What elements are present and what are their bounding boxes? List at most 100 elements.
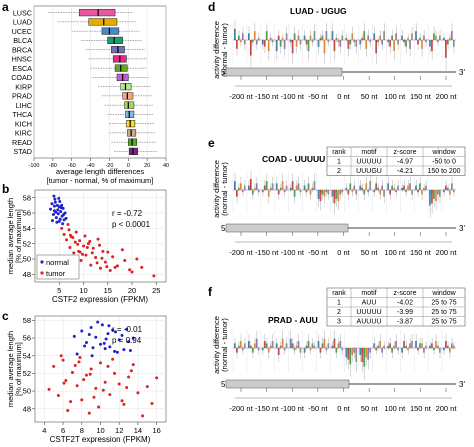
gene-schematic-e: 5' 3' -200 nt -150 nt -100 nt -50 nt 0 nt 50 nt… bbox=[221, 223, 465, 257]
data-point-tumor bbox=[98, 243, 102, 247]
position-label: -50 nt bbox=[308, 92, 328, 101]
category-label-a: BRCA bbox=[12, 45, 32, 54]
data-point-normal bbox=[55, 220, 59, 224]
data-point-tumor bbox=[96, 237, 100, 241]
x-tick-label-a: -40 bbox=[87, 163, 95, 169]
data-point-tumor bbox=[74, 230, 78, 234]
five-prime-label: 5' bbox=[221, 68, 227, 77]
data-point-normal bbox=[128, 348, 132, 352]
data-point-normal bbox=[131, 336, 135, 340]
panel-b: b 5 10 15 20 25 48 50 52 54 56 58 r = -0.72 p < 0.… bbox=[2, 182, 167, 304]
table-cell: UUUUU bbox=[356, 309, 381, 316]
data-point-tumor bbox=[73, 363, 77, 367]
data-point-tumor bbox=[72, 251, 76, 255]
x-tick-label: 6 bbox=[61, 426, 65, 435]
data-point-tumor bbox=[117, 382, 121, 386]
position-label: -50 nt bbox=[308, 248, 328, 257]
category-label-a: ESCA bbox=[12, 64, 32, 73]
x-tick-label-a: -100 bbox=[28, 163, 39, 169]
gridlines-a bbox=[33, 6, 167, 158]
data-point-normal bbox=[49, 207, 53, 211]
data-point-normal bbox=[91, 346, 95, 350]
legend-box-b bbox=[36, 254, 80, 280]
gene-box bbox=[225, 223, 349, 233]
data-point-tumor bbox=[52, 364, 56, 368]
data-point-tumor bbox=[84, 253, 88, 257]
panel-a: a LUSCLUADUCECBLCABRCAHNSCESCACOADKIRPPR… bbox=[2, 0, 169, 185]
y-axis-label-f: activity difference bbox=[212, 316, 221, 374]
data-point-normal bbox=[50, 219, 54, 223]
gene-schematic-f: 5' 3' -200 nt -150 nt -100 nt -50 nt 0 nt 50 nt… bbox=[221, 379, 465, 413]
data-point-tumor bbox=[71, 236, 75, 240]
category-label-a: STAD bbox=[13, 147, 32, 156]
table-cell: -4.21 bbox=[397, 168, 413, 175]
category-label-a: KIRP bbox=[15, 82, 32, 91]
data-point-tumor bbox=[59, 354, 63, 358]
data-point-tumor bbox=[82, 378, 86, 382]
motif-table-e: rank 1 2 motif UUUUU UUUGU z-score -4.97 -4.21 wi… bbox=[326, 146, 466, 176]
category-label-a: HNSC bbox=[12, 55, 32, 64]
y-axis-label-e: activity difference bbox=[212, 160, 221, 218]
stat-p-b: p < 0.0001 bbox=[112, 220, 151, 229]
table-cell: -3.87 bbox=[397, 319, 413, 326]
data-point-tumor bbox=[136, 391, 140, 395]
data-point-tumor bbox=[78, 356, 82, 360]
data-point-tumor bbox=[140, 265, 144, 269]
data-point-tumor bbox=[84, 373, 88, 377]
table-header-cell: z-score bbox=[394, 290, 417, 297]
gene-box bbox=[225, 379, 350, 389]
data-point-tumor bbox=[62, 232, 66, 236]
data-point-normal bbox=[127, 340, 131, 344]
data-point-tumor bbox=[79, 259, 83, 263]
x-tick-label: 8 bbox=[80, 426, 84, 435]
y-tick-label: 52 bbox=[23, 369, 31, 378]
data-point-normal bbox=[60, 203, 64, 207]
table-cell: -4.02 bbox=[397, 300, 413, 307]
data-point-tumor bbox=[80, 398, 84, 402]
data-point-tumor bbox=[145, 385, 149, 389]
boxplots-a bbox=[48, 9, 157, 155]
data-point-tumor bbox=[141, 414, 145, 418]
data-point-tumor bbox=[68, 233, 72, 237]
data-point-tumor bbox=[64, 378, 68, 382]
position-label: 150 nt bbox=[410, 248, 432, 257]
data-point-normal bbox=[59, 206, 63, 210]
y-axis-label-e-line2: (normal - tumor) bbox=[220, 162, 229, 216]
panel-letter-d: d bbox=[208, 0, 215, 14]
x-tick-label-a: -80 bbox=[49, 163, 57, 169]
y-axis-label-d: activity difference bbox=[212, 21, 221, 79]
box-a bbox=[101, 27, 120, 35]
data-point-normal bbox=[51, 213, 55, 217]
table-cell: 2 bbox=[337, 309, 341, 316]
data-point-tumor bbox=[60, 226, 64, 230]
data-point-tumor bbox=[120, 248, 124, 252]
table-header-cell: z-score bbox=[394, 149, 417, 156]
chart-title-d: LUAD - UGUG bbox=[290, 6, 347, 16]
data-point-tumor bbox=[113, 371, 117, 375]
category-label-a: UCEC bbox=[12, 27, 32, 36]
data-point-tumor bbox=[125, 386, 129, 390]
gridlines-c bbox=[35, 316, 166, 422]
data-point-tumor bbox=[105, 265, 109, 269]
three-prime-label: 3' bbox=[459, 224, 465, 233]
data-point-tumor bbox=[89, 263, 93, 267]
chart-title-f: PRAD - AUU bbox=[268, 315, 318, 325]
legend-marker-tumor bbox=[40, 271, 44, 275]
data-point-normal bbox=[125, 327, 129, 331]
data-point-tumor bbox=[82, 244, 86, 248]
data-point-tumor bbox=[111, 357, 115, 361]
data-point-normal bbox=[100, 323, 104, 327]
data-point-tumor bbox=[66, 409, 70, 413]
data-point-tumor bbox=[47, 387, 51, 391]
table-header-cell: motif bbox=[361, 149, 376, 156]
data-point-normal bbox=[117, 338, 121, 342]
box-a bbox=[107, 36, 123, 44]
data-point-tumor bbox=[90, 251, 94, 255]
position-label: 50 nt bbox=[361, 248, 379, 257]
gene-box bbox=[225, 67, 343, 77]
box-a bbox=[79, 9, 116, 17]
data-point-tumor bbox=[123, 259, 127, 263]
x-tick-label: 25 bbox=[152, 286, 160, 295]
x-ticks-a: -100 -80 -60 -40 -20 0 20 40 bbox=[28, 158, 169, 169]
data-point-tumor bbox=[100, 256, 104, 260]
